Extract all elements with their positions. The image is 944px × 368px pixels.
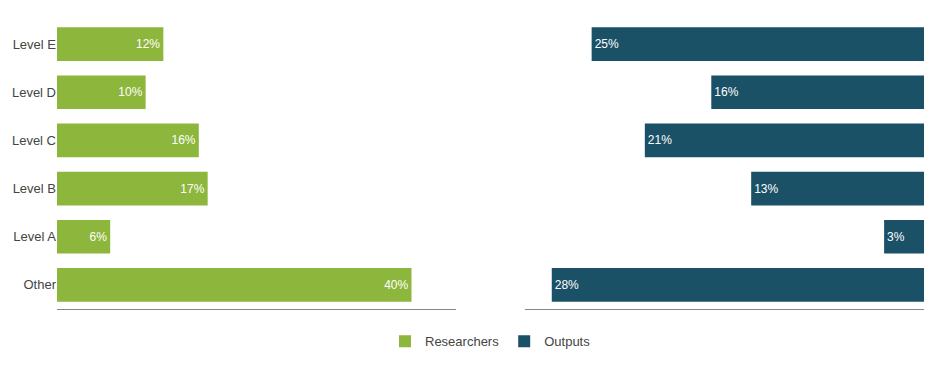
svg-text:Researchers: Researchers [425,334,499,349]
svg-text:13%: 13% [754,182,778,196]
svg-text:Level E: Level E [13,37,57,52]
svg-text:Level D: Level D [12,85,56,100]
svg-text:3%: 3% [887,230,905,244]
svg-text:25%: 25% [595,37,619,51]
svg-text:40%: 40% [384,278,408,292]
svg-text:28%: 28% [555,278,579,292]
svg-text:17%: 17% [180,182,204,196]
svg-text:21%: 21% [648,133,672,147]
svg-text:Level A: Level A [13,229,56,244]
svg-text:16%: 16% [714,85,738,99]
svg-text:12%: 12% [136,37,160,51]
svg-text:6%: 6% [90,230,108,244]
svg-text:Level B: Level B [13,181,56,196]
svg-text:10%: 10% [118,85,142,99]
svg-text:Level C: Level C [12,133,56,148]
svg-text:Other: Other [23,277,56,292]
svg-text:Outputs: Outputs [544,334,590,349]
svg-text:16%: 16% [171,133,195,147]
